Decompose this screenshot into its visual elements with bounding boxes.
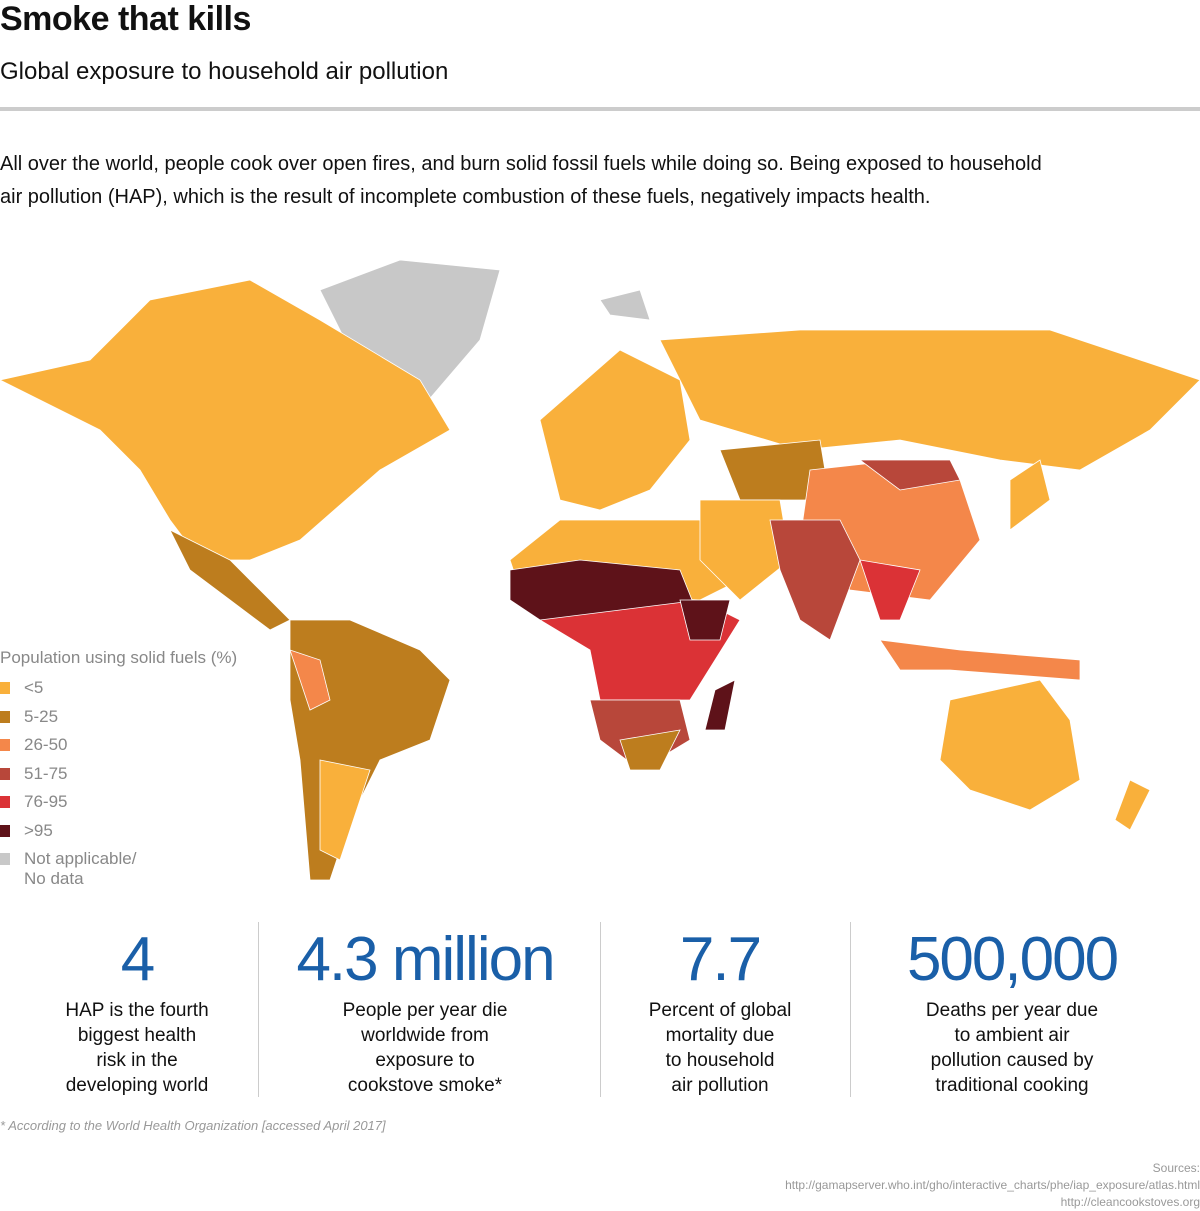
region [859,559,921,621]
legend-swatch [0,853,10,865]
legend-label-line: <5 [24,678,44,697]
stat-text-line: developing world [65,1075,209,1096]
legend-label-line: 5-25 [24,706,59,726]
intro-line: air pollution (HAP), which is the result… [0,186,931,208]
legend-label-line: >95 [24,820,53,840]
stat-text-line: worldwide from [361,1025,489,1046]
legend-label: 51-75 [24,764,67,784]
legend-item: 51-75 [0,764,237,793]
region [1009,459,1051,531]
divider [0,107,1200,111]
stat: 4.3 million People per year die worldwide … [265,922,585,1098]
footnote: * According to the World Health Organiza… [0,1118,386,1133]
stat-text-line: People per year die [342,1000,508,1021]
legend-label-line: 51-75 [24,763,68,783]
region [319,759,371,861]
intro: All over the world, people cook over ope… [0,148,1180,214]
legend-label-line: Not applicable/ [24,849,137,868]
stat-text: HAP is the fourth biggest health risk in t… [17,998,257,1098]
stat-value: 500,000 [906,925,1119,994]
legend-label: Not applicable/No data [24,849,136,889]
stat: 500,000 Deaths per year due to ambient air… [862,922,1162,1098]
separator [850,922,851,1097]
stat: 4 HAP is the fourth biggest health risk in … [17,922,257,1098]
stat-text-line: to household [665,1050,775,1071]
stat-text: Percent of global mortality due to househo… [610,998,830,1098]
legend-swatch [0,824,10,837]
stat-text: Deaths per year due to ambient air polluti… [862,998,1162,1098]
stat-text-line: pollution caused by [930,1050,1094,1071]
source-line: http://cleancookstoves.org [1060,1195,1200,1209]
separator [258,922,259,1097]
source-line: http://gamapserver.who.int/gho/interacti… [785,1178,1200,1192]
legend-item: Not applicable/No data [0,849,237,888]
stat-text-line: traditional cooking [935,1075,1089,1096]
legend-item: 76-95 [0,792,237,821]
stat-text-line: air pollution [671,1075,769,1096]
region [539,349,691,511]
legend-label-line: 76-95 [24,792,68,811]
region [0,279,451,561]
legend-label: >95 [24,821,53,841]
legend: Population using solid fuels (%) <5 5-25 2… [0,648,238,888]
legend-label-line: 26-50 [24,735,68,754]
legend-label-line: No data [24,869,84,888]
stat-text-line: mortality due [665,1025,775,1046]
legend-swatch [0,682,10,694]
stats: 4 HAP is the fourth biggest health risk in … [0,922,1200,1102]
region [599,289,651,321]
legend-swatch [0,739,10,751]
region [289,649,331,711]
intro-line: All over the world, people cook over ope… [0,153,1042,175]
stat-text: People per year die worldwide from exposur… [265,998,585,1098]
stat-value: 7.7 [679,925,762,994]
stat-value: 4 [120,925,155,994]
legend-swatch [0,710,10,723]
region [169,529,291,631]
legend-label: <5 [24,678,43,698]
legend-swatch [0,767,10,780]
stat-text-line: HAP is the fourth [65,1000,209,1021]
stat-text-line: exposure to [375,1050,475,1071]
title: Smoke that kills [0,0,251,38]
legend-label: 26-50 [24,735,67,755]
region [704,679,736,731]
legend-title: Population using solid fuels (%) [0,648,238,667]
region [939,679,1081,811]
stat-text-line: Deaths per year due [925,1000,1099,1021]
region [679,599,731,641]
stat-text-line: cookstove smoke* [347,1075,503,1096]
stat: 7.7 Percent of global mortality due to hous… [610,922,830,1098]
region [858,459,961,491]
region [699,499,791,601]
sources: Sources: http://gamapserver.who.int/gho/i… [785,1160,1200,1211]
region [1114,779,1151,831]
legend-item: 26-50 [0,735,237,764]
legend-label: 5-25 [24,707,58,727]
stat-value: 4.3 million [296,925,555,994]
region [769,519,861,641]
stat-text-line: Percent of global [648,1000,792,1021]
legend-label: 76-95 [24,792,67,812]
region [879,639,1081,681]
stat-text-line: biggest health [77,1025,197,1046]
separator [600,922,601,1097]
subtitle: Global exposure to household air polluti… [0,58,449,85]
legend-item: >95 [0,821,237,850]
legend-item: <5 [0,678,237,707]
source-line: Sources: [1152,1161,1200,1175]
region [619,729,681,771]
stat-text-line: to ambient air [954,1025,1070,1046]
stat-text-line: risk in the [96,1050,178,1071]
legend-swatch [0,796,10,808]
world-map [0,259,1200,881]
legend-item: 5-25 [0,707,237,736]
